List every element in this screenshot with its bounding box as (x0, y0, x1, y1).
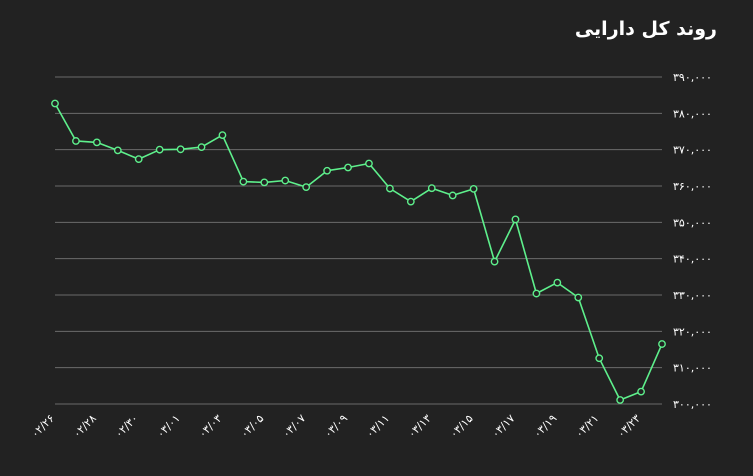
x-tick-label: ۰۳/۲۱ (573, 412, 602, 441)
y-tick-label: ۳۷۰,۰۰۰ (673, 144, 712, 157)
data-point (616, 396, 625, 404)
chart-title: روند کل دارایی (574, 18, 717, 40)
y-tick-label: ۳۹۰,۰۰۰ (673, 71, 712, 84)
data-point (281, 176, 290, 185)
data-point (448, 191, 457, 200)
series-line (54, 103, 663, 401)
data-point (553, 278, 562, 287)
y-tick-label: ۳۱۰,۰۰۰ (673, 362, 712, 375)
x-tick-label: ۰۳/۱۵ (447, 412, 476, 441)
data-point (490, 257, 499, 266)
y-axis-ticks: ۳۰۰,۰۰۰ ۳۱۰,۰۰۰ ۳۲۰,۰۰۰ ۳۳۰,۰۰۰ ۳۴۰,۰۰۰ ۳۵۰,۰… (673, 71, 712, 411)
data-point (385, 184, 394, 193)
data-points (51, 99, 666, 404)
x-tick-label: ۰۳/۱۳ (405, 412, 434, 441)
x-axis-ticks: ۰۲/۲۶ ۰۲/۲۸ ۰۲/۳۰ ۰۳/۰۱ ۰۳/۰۳ ۰۳/۰۵ ۰۳/۰۷ ۰۳/۰۹… (29, 412, 644, 441)
y-tick-label: ۳۵۰,۰۰۰ (673, 216, 712, 229)
data-point (176, 145, 185, 154)
data-point (92, 138, 101, 147)
data-point (658, 340, 666, 348)
data-point (239, 177, 248, 186)
data-point (344, 163, 352, 172)
x-tick-label: ۰۳/۰۳ (196, 412, 225, 441)
data-point (218, 131, 227, 140)
data-point (72, 137, 80, 145)
data-point (260, 178, 269, 187)
x-tick-label: ۰۲/۲۶ (29, 412, 58, 441)
data-point (51, 99, 59, 108)
x-tick-label: ۰۲/۳۰ (112, 412, 141, 441)
x-tick-label: ۰۳/۱۱ (363, 412, 392, 441)
x-tick-label: ۰۳/۱۷ (489, 412, 518, 441)
data-point (155, 145, 164, 154)
data-point (427, 184, 436, 193)
data-point (197, 143, 206, 152)
y-tick-label: ۳۰۰,۰۰۰ (673, 398, 712, 411)
series-line-layer (54, 103, 663, 401)
x-tick-label: ۰۳/۱۹ (531, 412, 560, 441)
y-tick-label: ۳۶۰,۰۰۰ (673, 180, 712, 193)
data-point (365, 159, 373, 168)
data-point (532, 289, 541, 298)
x-tick-label: ۰۳/۰۷ (280, 412, 309, 441)
y-tick-label: ۳۲۰,۰۰۰ (673, 325, 712, 338)
data-point (302, 183, 311, 191)
y-tick-label: ۳۴۰,۰۰۰ (673, 253, 712, 266)
grid-lines (55, 76, 662, 405)
data-point (637, 387, 645, 396)
data-point (134, 155, 143, 164)
data-point (113, 146, 122, 155)
x-tick-label: ۰۳/۰۱ (154, 412, 183, 441)
y-tick-label: ۳۳۰,۰۰۰ (673, 289, 712, 302)
x-tick-label: ۰۳/۰۹ (322, 412, 351, 441)
x-tick-label: ۰۳/۰۵ (238, 412, 267, 441)
data-point (406, 197, 415, 206)
data-point (323, 166, 332, 175)
data-point (595, 354, 604, 363)
x-tick-label: ۰۳/۲۳ (615, 412, 644, 441)
x-tick-label: ۰۲/۲۸ (70, 412, 99, 441)
data-point (469, 185, 478, 193)
data-point (511, 215, 520, 224)
y-tick-label: ۳۸۰,۰۰۰ (673, 107, 712, 120)
data-point (574, 293, 583, 302)
